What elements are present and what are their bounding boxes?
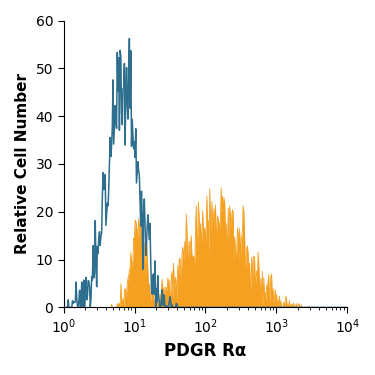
Y-axis label: Relative Cell Number: Relative Cell Number: [15, 74, 30, 255]
X-axis label: PDGR Rα: PDGR Rα: [164, 342, 247, 360]
